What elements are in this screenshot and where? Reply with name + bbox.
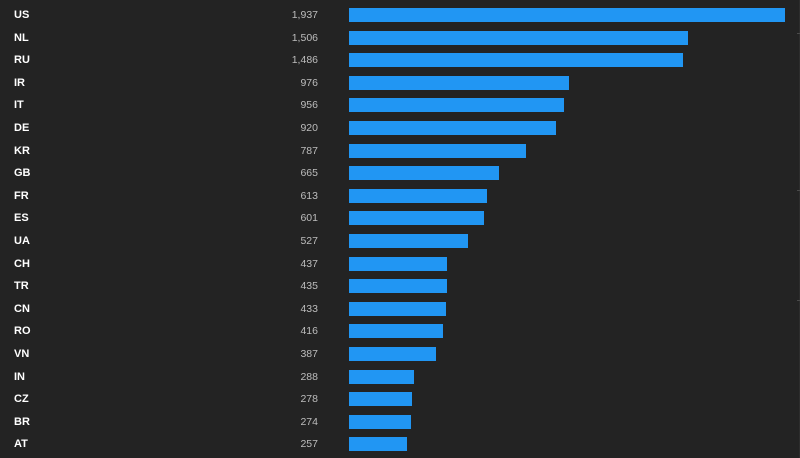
bar-in bbox=[349, 369, 414, 384]
bar-row-kr: KR 787 bbox=[0, 140, 800, 162]
bar-row-nl: NL 1,506 bbox=[0, 27, 800, 49]
bar-row-br: BR 274 bbox=[0, 411, 800, 433]
edge-tick bbox=[797, 33, 800, 34]
bar-row-ua: UA 527 bbox=[0, 230, 800, 252]
bar-row-fr: FR 613 bbox=[0, 185, 800, 207]
bar-br bbox=[349, 414, 411, 429]
bar-row-es: ES 601 bbox=[0, 207, 800, 229]
category-label: CH bbox=[14, 257, 30, 270]
value-label: 1,506 bbox=[291, 31, 318, 44]
category-label: AT bbox=[14, 438, 28, 451]
bar-ir bbox=[349, 75, 569, 90]
bar-row-tr: TR 435 bbox=[0, 275, 800, 297]
bar-row-cz: CZ 278 bbox=[0, 388, 800, 410]
bar-row-cn: CN 433 bbox=[0, 298, 800, 320]
category-label: CZ bbox=[14, 393, 29, 406]
category-label: VN bbox=[14, 348, 30, 360]
bar-at bbox=[349, 437, 407, 452]
category-label: GB bbox=[14, 167, 31, 180]
value-label: 1,937 bbox=[291, 9, 318, 21]
bar-de bbox=[349, 121, 557, 135]
category-label: IR bbox=[14, 76, 25, 89]
bar-row-it: IT 956 bbox=[0, 94, 800, 116]
value-label: 920 bbox=[300, 122, 318, 134]
value-label: 613 bbox=[300, 189, 318, 202]
bar-row-ro: RO 416 bbox=[0, 320, 800, 342]
bar-ch bbox=[349, 256, 448, 271]
bar-row-ru: RU 1,486 bbox=[0, 49, 800, 71]
bar-row-gb: GB 665 bbox=[0, 162, 800, 184]
edge-tick bbox=[797, 300, 800, 301]
value-label: 665 bbox=[300, 167, 318, 180]
value-label: 1,486 bbox=[291, 54, 318, 67]
value-label: 527 bbox=[300, 235, 318, 247]
category-label: TR bbox=[14, 280, 29, 293]
bar-row-vn: VN 387 bbox=[0, 343, 800, 365]
category-label: UA bbox=[14, 235, 30, 247]
bar-tr bbox=[349, 279, 447, 294]
bar-us bbox=[349, 8, 785, 22]
value-label: 288 bbox=[300, 370, 318, 383]
category-label: FR bbox=[14, 189, 29, 202]
bar-cz bbox=[349, 392, 412, 407]
category-label: RU bbox=[14, 54, 30, 67]
category-label: RO bbox=[14, 325, 31, 338]
category-label: IN bbox=[14, 370, 25, 383]
category-label: IT bbox=[14, 99, 24, 112]
value-label: 257 bbox=[300, 438, 318, 451]
bar-cn bbox=[349, 301, 447, 316]
bar-kr bbox=[349, 143, 527, 158]
bar-row-at: AT 257 bbox=[0, 433, 800, 455]
bar-row-us: US 1,937 bbox=[0, 4, 800, 26]
bar-fr bbox=[349, 188, 487, 203]
bar-vn bbox=[349, 347, 437, 361]
category-label: BR bbox=[14, 415, 30, 428]
value-label: 976 bbox=[300, 76, 318, 89]
value-label: 435 bbox=[300, 280, 318, 293]
value-label: 437 bbox=[300, 257, 318, 270]
category-label: CN bbox=[14, 302, 30, 315]
value-label: 433 bbox=[300, 302, 318, 315]
category-label: ES bbox=[14, 212, 29, 225]
bar-gb bbox=[349, 166, 499, 181]
bar-row-ir: IR 976 bbox=[0, 72, 800, 94]
category-label: KR bbox=[14, 144, 30, 157]
bar-es bbox=[349, 211, 485, 226]
value-label: 387 bbox=[300, 348, 318, 360]
category-label: NL bbox=[14, 31, 29, 44]
bar-it bbox=[349, 98, 565, 113]
bar-row-ch: CH 437 bbox=[0, 253, 800, 275]
category-label: US bbox=[14, 9, 30, 21]
bar-ro bbox=[349, 324, 443, 339]
bar-row-de: DE 920 bbox=[0, 117, 800, 139]
category-label: DE bbox=[14, 122, 30, 134]
bar-row-in: IN 288 bbox=[0, 366, 800, 388]
bar-ua bbox=[349, 234, 468, 248]
value-label: 278 bbox=[300, 393, 318, 406]
value-label: 416 bbox=[300, 325, 318, 338]
value-label: 601 bbox=[300, 212, 318, 225]
bar-nl bbox=[349, 30, 688, 45]
value-label: 787 bbox=[300, 144, 318, 157]
value-label: 274 bbox=[300, 415, 318, 428]
value-label: 956 bbox=[300, 99, 318, 112]
bar-ru bbox=[349, 53, 684, 68]
edge-tick bbox=[797, 190, 800, 191]
